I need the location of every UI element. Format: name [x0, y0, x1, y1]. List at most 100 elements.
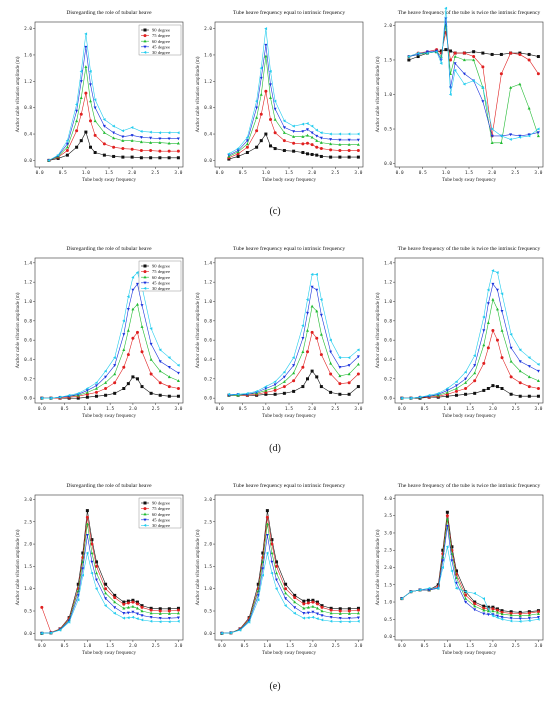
y-tick-label: 0.8 — [204, 105, 212, 111]
data-point — [301, 142, 305, 146]
series-line — [401, 546, 539, 622]
data-point — [236, 147, 240, 151]
data-point — [102, 153, 106, 157]
x-tick-label: 2.0 — [488, 170, 496, 176]
data-point — [273, 107, 277, 111]
x-tick-label: 1.0 — [442, 170, 450, 176]
data-point — [94, 390, 98, 394]
y-tick-label: 0.6 — [24, 338, 32, 344]
x-tick-label: 0.0 — [218, 643, 226, 649]
data-point — [462, 51, 466, 55]
y-tick-label: 3.0 — [384, 530, 392, 536]
x-tick-label: 3.0 — [174, 643, 182, 649]
data-point — [122, 612, 126, 615]
data-point — [158, 149, 162, 153]
legend-swatch-marker — [143, 518, 147, 522]
y-tick-label: 2.0 — [384, 23, 392, 29]
data-point — [126, 611, 130, 615]
data-point — [126, 328, 130, 332]
data-point — [518, 381, 522, 385]
data-point — [122, 348, 126, 352]
x-tick-label: 2.0 — [309, 643, 317, 649]
y-tick-label: 1.2 — [384, 280, 392, 286]
y-tick-label: 0.0 — [204, 158, 212, 164]
data-point — [319, 298, 323, 302]
data-point — [495, 608, 499, 612]
y-axis-label: Anchor cable vibration amplitude (m) — [16, 56, 21, 132]
data-point — [509, 619, 513, 623]
y-tick-label: 3.5 — [384, 513, 392, 519]
data-point — [491, 297, 495, 301]
data-point — [509, 51, 513, 55]
data-point — [93, 133, 97, 137]
data-point — [301, 365, 305, 369]
legend-swatch-marker — [143, 281, 147, 285]
data-point — [462, 82, 466, 86]
data-point — [135, 282, 139, 286]
plot-title: Disregarding the role of tubular heave — [66, 245, 152, 252]
data-point — [319, 140, 323, 144]
data-point — [320, 618, 324, 622]
plot-c3: The heave frequency of the tube is twice… — [376, 6, 544, 183]
data-point — [167, 616, 171, 620]
y-tick-label: 1.4 — [24, 260, 32, 266]
data-point — [536, 612, 540, 615]
data-point — [94, 571, 98, 575]
data-point — [167, 131, 171, 135]
data-point — [113, 611, 116, 615]
data-point — [536, 131, 540, 135]
data-point — [453, 62, 457, 66]
data-point — [444, 6, 448, 10]
data-point — [139, 136, 143, 139]
data-point — [356, 149, 360, 153]
data-point — [319, 313, 323, 317]
y-tick-label: 2.0 — [384, 565, 392, 571]
data-point — [126, 616, 130, 620]
data-point — [338, 149, 342, 153]
data-point — [356, 155, 360, 159]
data-point — [126, 308, 130, 311]
data-point — [356, 348, 360, 352]
data-point — [220, 631, 224, 635]
data-point — [329, 142, 333, 146]
data-point — [306, 350, 309, 354]
data-point — [536, 610, 540, 614]
x-tick-label: 2.5 — [331, 170, 339, 176]
y-tick-label: 2.0 — [24, 542, 32, 548]
data-point — [85, 551, 89, 555]
data-point — [274, 564, 278, 568]
data-point — [315, 309, 319, 313]
x-tick-label: 0.0 — [216, 170, 224, 176]
legend-swatch-marker — [143, 523, 147, 527]
data-point — [282, 149, 286, 153]
data-point — [122, 600, 126, 604]
data-point — [126, 295, 130, 299]
data-point — [269, 83, 272, 87]
data-point — [310, 131, 314, 135]
data-point — [527, 611, 531, 615]
data-point — [113, 600, 117, 604]
x-tick-label: 1.5 — [286, 643, 294, 649]
data-point — [315, 272, 318, 276]
data-point — [509, 611, 513, 615]
data-point — [79, 112, 83, 116]
data-point — [58, 395, 62, 399]
data-point — [306, 601, 310, 605]
data-point — [65, 142, 69, 146]
data-point — [347, 155, 351, 159]
data-point — [338, 609, 342, 613]
legend-entry: 60 degree — [152, 275, 170, 280]
data-point — [486, 321, 490, 324]
y-tick-label: 1.0 — [384, 92, 392, 98]
data-point — [301, 337, 305, 340]
data-point — [486, 613, 490, 617]
data-point — [89, 119, 92, 123]
data-point — [113, 372, 117, 376]
data-point — [338, 382, 342, 386]
x-tick-label: 0.0 — [398, 643, 406, 649]
data-point — [311, 604, 315, 608]
data-point — [89, 145, 92, 149]
data-point — [264, 385, 268, 389]
x-tick-label: 2.5 — [331, 406, 339, 412]
data-point — [103, 369, 107, 373]
